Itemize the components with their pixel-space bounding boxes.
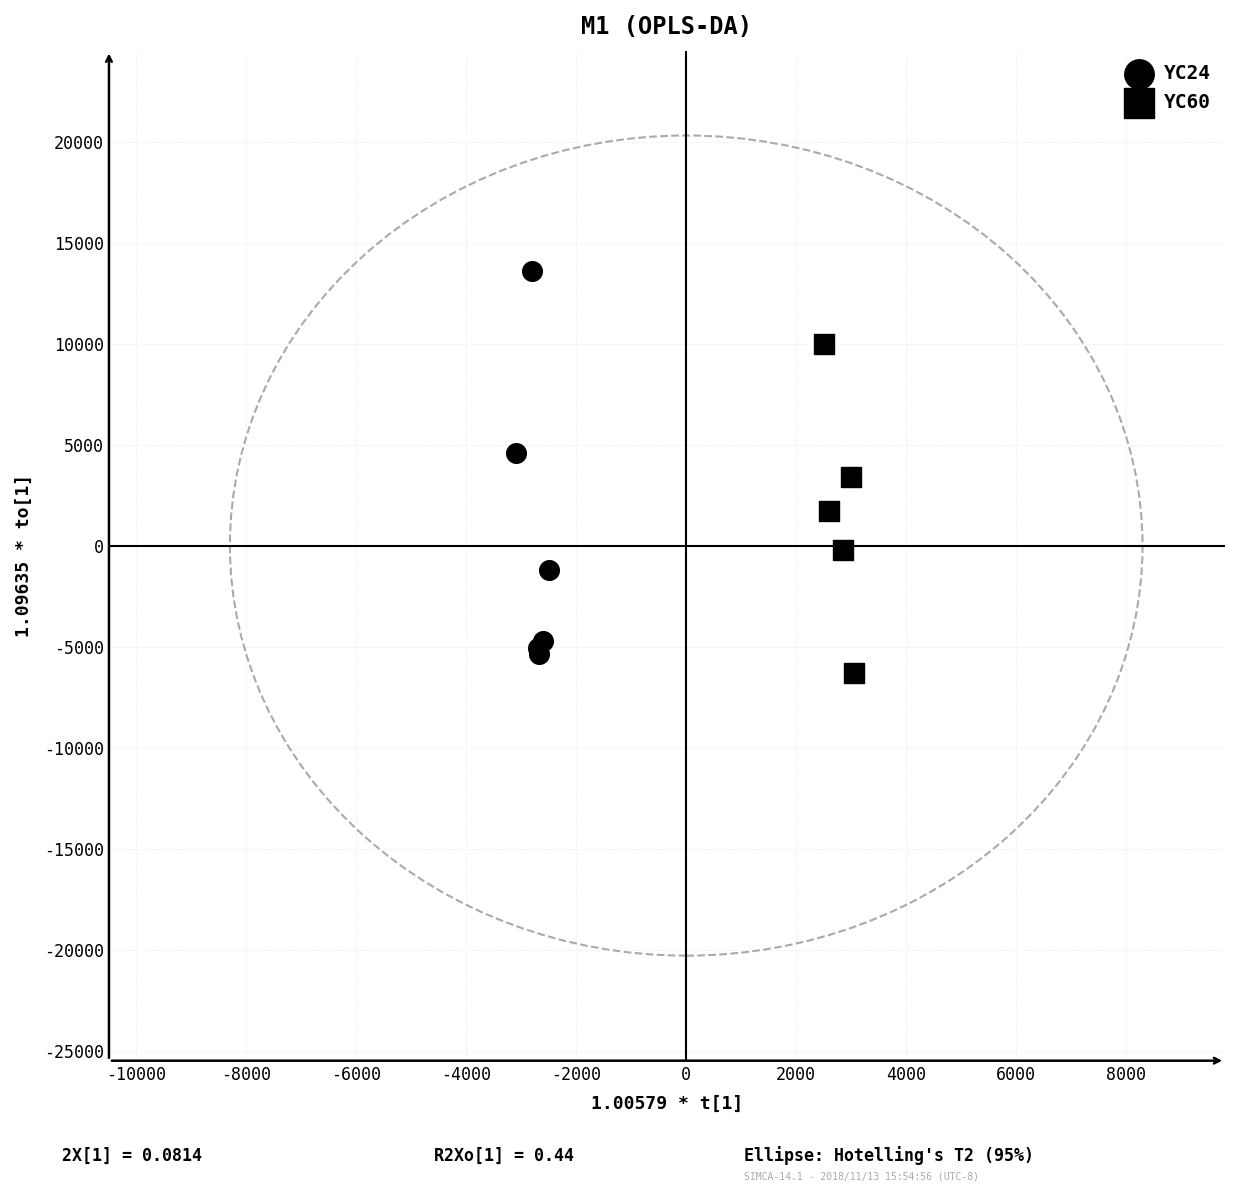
- X-axis label: 1.00579 * t[1]: 1.00579 * t[1]: [591, 1094, 743, 1112]
- YC24: [522, 261, 542, 280]
- Text: Ellipse: Hotelling's T2 (95%): Ellipse: Hotelling's T2 (95%): [744, 1145, 1034, 1164]
- YC60: [820, 502, 839, 521]
- YC60: [833, 540, 853, 559]
- YC24: [533, 631, 553, 650]
- YC24: [506, 443, 526, 462]
- Text: R2Xo[1] = 0.44: R2Xo[1] = 0.44: [434, 1147, 574, 1164]
- YC60: [844, 664, 864, 683]
- YC60: [813, 334, 833, 353]
- YC24: [529, 645, 549, 664]
- YC24: [539, 560, 559, 579]
- Title: M1 (OPLS-DA): M1 (OPLS-DA): [582, 15, 753, 39]
- Y-axis label: 1.09635 * to[1]: 1.09635 * to[1]: [15, 474, 33, 637]
- YC60: [841, 468, 861, 487]
- Legend: YC24, YC60: YC24, YC60: [1116, 61, 1215, 116]
- Text: 2X[1] = 0.0814: 2X[1] = 0.0814: [62, 1147, 202, 1164]
- Text: SIMCA-14.1 - 2018/11/13 15:54:56 (UTC-8): SIMCA-14.1 - 2018/11/13 15:54:56 (UTC-8): [744, 1172, 980, 1182]
- YC24: [528, 639, 548, 658]
